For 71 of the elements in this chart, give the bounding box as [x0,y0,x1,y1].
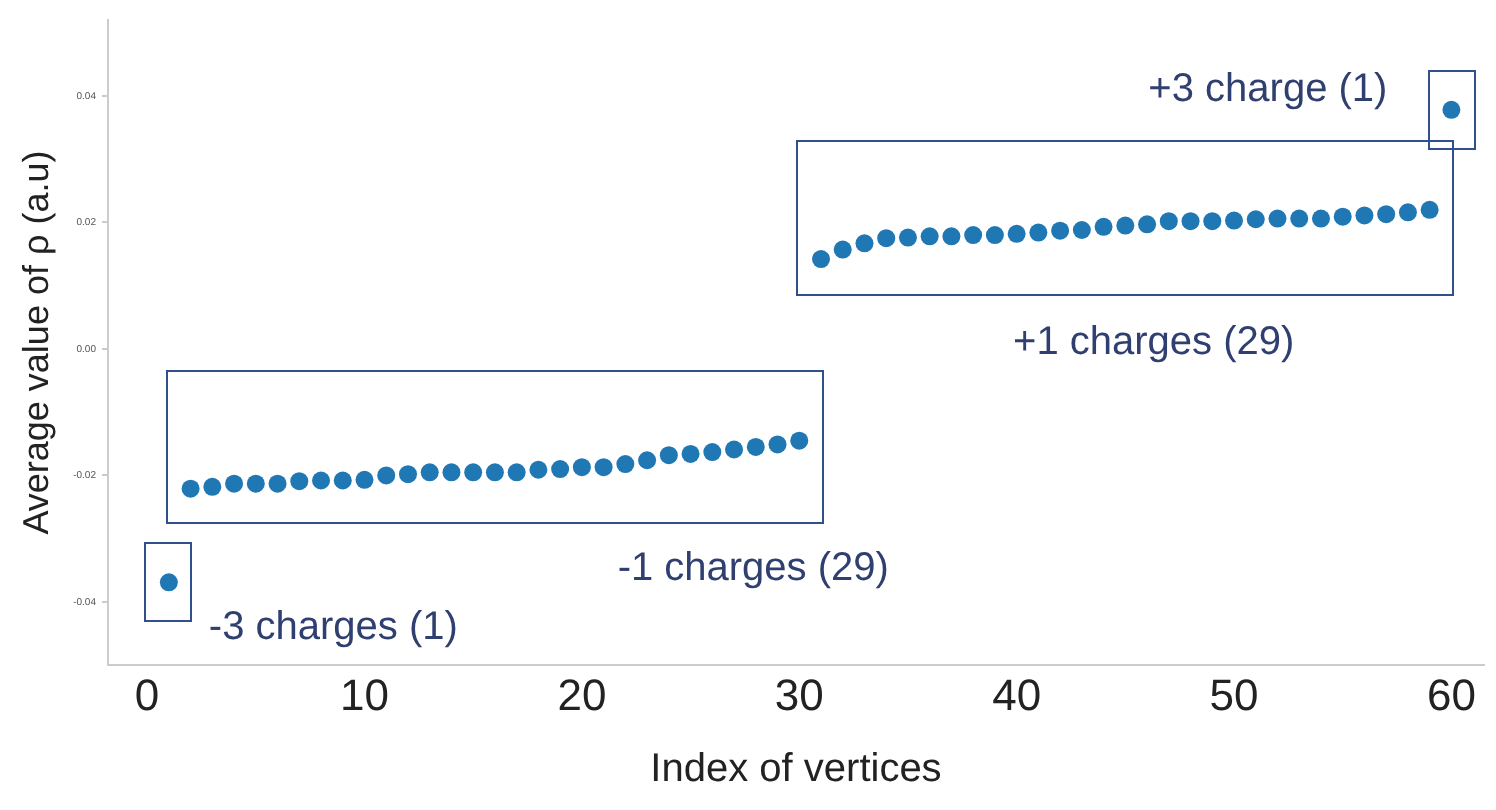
point [1072,221,1091,240]
point [1029,223,1048,242]
point [529,460,548,479]
point [1246,210,1265,229]
point [507,463,526,482]
point [1116,216,1135,235]
x-tick-label: 0 [134,669,160,720]
point [1311,209,1330,228]
point [268,474,287,493]
point [1007,224,1026,243]
point [464,463,483,482]
point [1333,207,1352,226]
point [833,240,852,259]
point [551,460,570,479]
point [203,477,222,496]
point [225,474,244,493]
x-tick-label: 30 [774,669,824,720]
y-axis-title: Average value of ρ (a.u) [15,150,56,535]
point [1094,217,1113,236]
point [1181,212,1200,231]
x-tick-label: 50 [1209,669,1259,720]
point [1420,200,1439,219]
point [290,472,309,491]
point [1159,212,1178,231]
point [703,443,722,462]
point [920,227,939,246]
point [725,440,744,459]
point [659,446,678,465]
point [681,444,700,463]
annotation: +1 charges (29) [1013,320,1295,365]
point [312,471,331,490]
point [898,228,917,247]
x-tick-label: 10 [340,669,389,720]
point [1051,221,1070,240]
point [812,250,830,269]
point [246,474,265,493]
point [485,463,504,482]
point [398,465,417,484]
x-tick-label: 20 [557,669,607,720]
point [572,458,591,477]
point [1138,215,1157,234]
x-tick-label: 60 [1426,669,1476,720]
point [377,466,396,485]
point [355,470,374,489]
x-axis-title: Index of vertices [650,747,942,792]
point [1377,205,1396,224]
x-tick-label: 40 [992,669,1042,720]
point [964,226,983,245]
point [1268,209,1287,228]
point [333,471,352,490]
point [616,455,635,474]
point [746,437,765,456]
point [181,479,200,498]
point [1290,209,1309,228]
point [942,227,961,246]
point [985,226,1004,245]
point [420,463,439,482]
annotation: -1 charges (29) [617,545,889,590]
point [638,451,657,470]
point [855,234,874,253]
point [768,435,787,454]
annotation: +3 charge (1) [1148,66,1388,111]
point [1203,212,1222,231]
point [877,229,896,248]
point [790,431,809,450]
annotation: -3 charges (1) [208,605,458,650]
point [1355,206,1374,225]
point [442,463,461,482]
point [594,458,613,477]
point [1398,203,1417,222]
point [1225,211,1244,230]
